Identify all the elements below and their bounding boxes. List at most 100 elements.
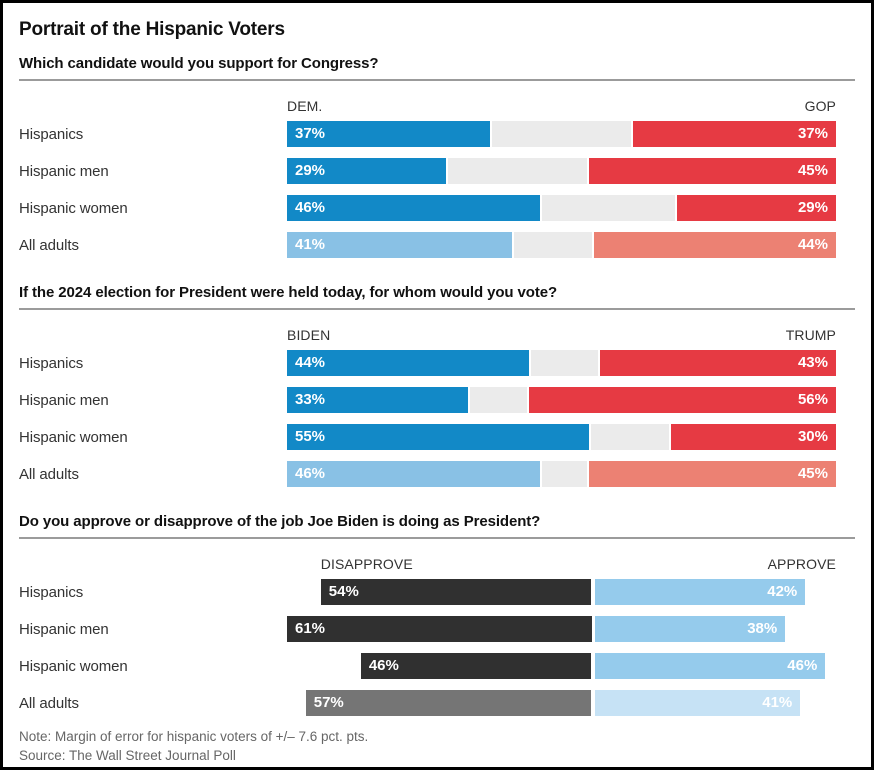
president-question: If the 2024 election for President were … [19,284,558,301]
row-category-label: Hispanic women [19,428,128,446]
trump-bar: 43% [599,350,836,376]
bar-track: 46% 46% [287,653,836,679]
bar-value-label: 44% [295,354,326,371]
header-track: DISAPPROVE APPROVE [287,556,836,573]
row-category-label: Hispanics [19,125,84,143]
bar-value-label: 29% [797,199,828,216]
row-category-label: All adults [19,465,79,483]
bar-column-headers: DEM. GOP [19,98,855,115]
bar-value-label: 46% [368,657,399,674]
label-spacer [19,556,287,573]
undecided-gap-bar [541,461,587,487]
bar-track: 57% 41% [287,690,836,716]
disapprove-bar: 46% [360,653,592,679]
gop-bar: 45% [588,158,836,184]
biden-bar: 46% [287,461,540,487]
left-header-label: DEM. [287,98,323,114]
bar-value-label: 30% [797,428,828,445]
chart-footer: Note: Margin of error for hispanic voter… [19,728,855,766]
right-header-label: APPROVE [767,556,836,572]
bar-value-label: 41% [295,236,326,253]
disapprove-bar: 57% [305,690,592,716]
dem-bar: 41% [287,232,513,258]
congress-section: Which candidate would you support for Co… [19,55,855,258]
bar-track: 46% 45% [287,461,836,487]
note-text: Note: Margin of error for hispanic voter… [19,729,369,744]
chart-row: Hispanic women 46% 46% [19,653,855,679]
bar-value-label: 41% [762,694,793,711]
disapprove-bar: 61% [287,616,593,642]
approve-bar: 38% [594,616,786,642]
president-section: If the 2024 election for President were … [19,284,855,487]
source-text: Source: The Wall Street Journal Poll [19,747,236,763]
chart-row: Hispanics 37% 37% [19,121,855,147]
row-category-label: Hispanic men [19,620,109,638]
bar-value-label: 33% [295,391,326,408]
biden-bar: 44% [287,350,529,376]
approve-bar: 41% [594,690,801,716]
bar-track: 61% 38% [287,616,836,642]
label-spacer [19,327,287,344]
president-chart: BIDEN TRUMP Hispanics 44% 43% Hispanic men 33%… [19,327,855,487]
undecided-gap-bar [541,195,675,221]
approve-bar: 42% [594,579,806,605]
bar-column-headers: DISAPPROVE APPROVE [19,556,855,573]
chart-row: Hispanic women 46% 29% [19,195,855,221]
bar-value-label: 29% [295,162,326,179]
bar-value-label: 54% [328,583,359,600]
chart-row: Hispanic women 55% 30% [19,424,855,450]
header-track: BIDEN TRUMP [287,327,836,344]
row-category-label: Hispanic men [19,162,109,180]
trump-bar: 56% [528,387,836,413]
bar-value-label: 61% [295,620,326,637]
row-category-label: Hispanic women [19,657,128,675]
approve-bar: 46% [594,653,826,679]
chart-row: Hispanic men 29% 45% [19,158,855,184]
bar-track: 54% 42% [287,579,836,605]
bar-value-label: 55% [295,428,326,445]
bar-value-label: 38% [747,620,778,637]
disapprove-bar: 54% [320,579,592,605]
trump-bar: 30% [671,424,836,450]
gop-bar: 44% [594,232,836,258]
chart-row: Hispanics 54% 42% [19,579,855,605]
row-category-label: All adults [19,236,79,254]
bar-value-label: 45% [797,162,828,179]
biden-bar: 33% [287,387,469,413]
undecided-gap-bar [530,350,598,376]
left-header-label: BIDEN [287,327,331,343]
section-divider [19,537,855,539]
header-track: DEM. GOP [287,98,836,115]
chart-row: All adults 57% 41% [19,690,855,716]
gop-bar: 29% [676,195,836,221]
bar-column-headers: BIDEN TRUMP [19,327,855,344]
bar-track: 46% 29% [287,195,836,221]
approval-chart: DISAPPROVE APPROVE Hispanics 54% 42% Hispanic… [19,556,855,716]
approval-question: Do you approve or disapprove of the job … [19,513,541,530]
approval-section: Do you approve or disapprove of the job … [19,513,855,716]
bar-track: 37% 37% [287,121,836,147]
row-category-label: Hispanics [19,583,84,601]
row-category-label: Hispanic men [19,391,109,409]
bar-value-label: 42% [767,583,798,600]
bar-track: 44% 43% [287,350,836,376]
biden-bar: 55% [287,424,589,450]
dem-bar: 37% [287,121,491,147]
bar-value-label: 57% [313,694,344,711]
bar-track: 29% 45% [287,158,836,184]
bar-value-label: 46% [295,465,326,482]
right-header-label: TRUMP [785,327,836,343]
section-divider [19,308,855,310]
bar-value-label: 43% [797,354,828,371]
congress-question: Which candidate would you support for Co… [19,55,379,72]
undecided-gap-bar [590,424,670,450]
bar-value-label: 46% [787,657,818,674]
chart-row: All adults 41% 44% [19,232,855,258]
bar-value-label: 56% [797,391,828,408]
row-category-label: All adults [19,694,79,712]
bar-value-label: 37% [295,125,326,142]
bar-track: 33% 56% [287,387,836,413]
bar-value-label: 45% [797,465,828,482]
undecided-gap-bar [470,387,527,413]
